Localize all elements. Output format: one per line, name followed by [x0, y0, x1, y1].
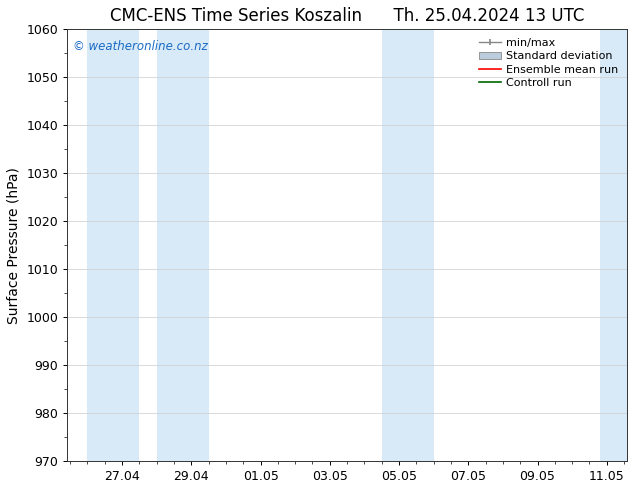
Legend: min/max, Standard deviation, Ensemble mean run, Controll run: min/max, Standard deviation, Ensemble me…: [476, 35, 621, 92]
Bar: [382, 29, 434, 461]
Y-axis label: Surface Pressure (hPa): Surface Pressure (hPa): [7, 167, 21, 323]
Bar: [87, 29, 139, 461]
Bar: [157, 29, 209, 461]
Bar: [600, 29, 627, 461]
Title: CMC-ENS Time Series Koszalin      Th. 25.04.2024 13 UTC: CMC-ENS Time Series Koszalin Th. 25.04.2…: [110, 7, 585, 25]
Text: © weatheronline.co.nz: © weatheronline.co.nz: [73, 40, 208, 53]
